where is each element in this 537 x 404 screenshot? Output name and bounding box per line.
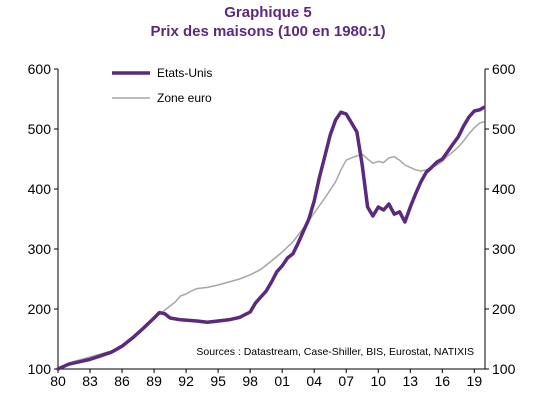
y-tick-label-right: 100 bbox=[492, 361, 516, 377]
y-tick-label-right: 600 bbox=[492, 61, 516, 77]
x-tick-label: 19 bbox=[467, 373, 483, 389]
x-tick-label: 92 bbox=[178, 373, 194, 389]
x-tick-label: 01 bbox=[274, 373, 290, 389]
x-tick-label: 07 bbox=[338, 373, 354, 389]
series-layer bbox=[56, 105, 486, 371]
series-line-zone-euro bbox=[57, 121, 485, 370]
x-tick-label: 16 bbox=[435, 373, 451, 389]
x-tick-label: 95 bbox=[210, 373, 226, 389]
y-tick-label-right: 200 bbox=[492, 301, 516, 317]
chart-title: Graphique 5 bbox=[224, 4, 312, 21]
x-tick-label: 98 bbox=[242, 373, 258, 389]
x-tick-label: 13 bbox=[402, 373, 418, 389]
y-tick-label-left: 500 bbox=[28, 121, 52, 137]
y-tick-label-left: 600 bbox=[28, 61, 52, 77]
y-tick-label-right: 400 bbox=[492, 181, 516, 197]
chart-subtitle: Prix des maisons (100 en 1980:1) bbox=[150, 23, 385, 40]
y-tick-label-right: 500 bbox=[492, 121, 516, 137]
x-tick-label: 89 bbox=[146, 373, 162, 389]
y-tick-label-left: 100 bbox=[28, 361, 52, 377]
y-tick-label-right: 300 bbox=[492, 241, 516, 257]
x-tick-label: 86 bbox=[114, 373, 130, 389]
legend-label-zone-euro: Zone euro bbox=[157, 91, 212, 105]
source-note: Sources : Datastream, Case-Shiller, BIS,… bbox=[196, 346, 474, 358]
x-tick-label: 83 bbox=[82, 373, 98, 389]
x-tick-label: 80 bbox=[50, 373, 66, 389]
legend-label-etats-unis: Etats-Unis bbox=[157, 66, 212, 80]
y-tick-label-left: 200 bbox=[28, 301, 52, 317]
axes: 100 100 200 200 300 300 400 400 500 500 600 600 80 83… bbox=[28, 61, 516, 389]
y-tick-label-left: 400 bbox=[28, 181, 52, 197]
legend: Etats-Unis Zone euro bbox=[112, 66, 212, 105]
series-line-etats-unis bbox=[56, 105, 486, 371]
x-tick-label: 10 bbox=[370, 373, 386, 389]
x-tick-label: 04 bbox=[306, 373, 322, 389]
y-tick-label-left: 300 bbox=[28, 241, 52, 257]
